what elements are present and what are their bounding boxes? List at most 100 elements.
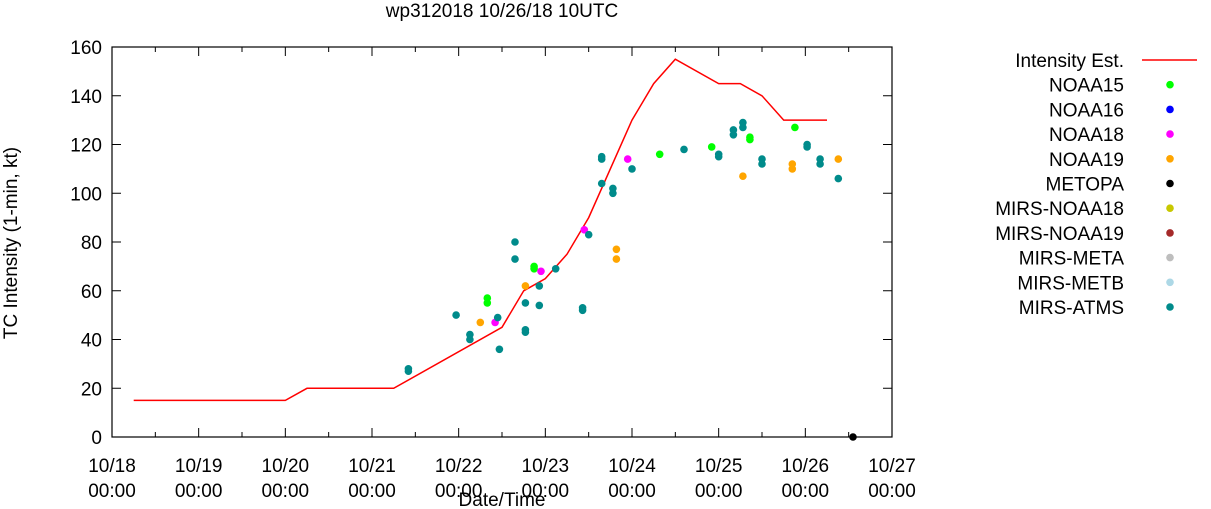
y-tick-label: 120 (70, 136, 102, 157)
mirs-atms-point (521, 299, 530, 307)
x-tick-label-date: 10/21 (348, 456, 396, 477)
mirs-atms-point (466, 335, 474, 344)
chart-title: wp312018 10/26/18 10UTC (385, 1, 618, 22)
noaa15-point (483, 299, 492, 307)
mirs-atms-point (597, 155, 606, 163)
legend-swatch-mirs-atms (1166, 303, 1174, 311)
legend-label-mirs-noaa19: MIRS-NOAA19 (995, 224, 1124, 245)
intensity-est-line (133, 58, 827, 402)
y-tick-label: 160 (70, 38, 102, 59)
x-axis-label: Date/Time (459, 490, 546, 509)
noaa18-point (623, 155, 632, 163)
mirs-atms-point (714, 152, 723, 161)
legend-swatch-mirs-noaa18 (1166, 204, 1174, 212)
intensity-line-layer (133, 58, 827, 402)
mirs-atms-point (609, 189, 617, 198)
noaa19-point (612, 255, 621, 263)
legend-label-mirs-meta: MIRS-META (1019, 249, 1125, 270)
x-tick-label-time: 00:00 (262, 481, 310, 502)
legend-label-mirs-noaa18: MIRS-NOAA18 (995, 199, 1124, 220)
legend-label-intensity-est-: Intensity Est. (1015, 51, 1124, 72)
y-tick-label: 100 (70, 184, 102, 205)
legend-label-metopa: METOPA (1046, 175, 1125, 196)
legend-swatch-mirs-noaa19 (1166, 229, 1174, 237)
x-tick-label-time: 00:00 (435, 481, 483, 502)
mirs-atms-point (404, 367, 413, 376)
y-tick-label: 40 (81, 331, 102, 352)
noaa19-point (612, 245, 621, 254)
x-tick-label-time: 00:00 (522, 481, 570, 502)
legend-label-noaa15: NOAA15 (1049, 76, 1124, 97)
legend-label-noaa16: NOAA16 (1049, 100, 1124, 121)
legend-label-noaa18: NOAA18 (1049, 125, 1124, 146)
x-tick-label-date: 10/22 (435, 456, 483, 477)
x-tick-label-time: 00:00 (175, 481, 223, 502)
noaa18-point (580, 226, 589, 234)
legend-label-mirs-atms: MIRS-ATMS (1019, 298, 1124, 319)
legend-label-mirs-metb: MIRS-METB (1017, 273, 1124, 294)
y-axis-ticks: 0 20 40 60 80 100 120 140 160 (70, 38, 892, 449)
x-tick-label-date: 10/27 (868, 456, 916, 477)
x-tick-label-date: 10/18 (88, 456, 136, 477)
noaa19-point (521, 282, 530, 290)
x-tick-label-date: 10/23 (522, 456, 570, 477)
mirs-atms-point (535, 301, 544, 310)
x-tick-label-date: 10/26 (782, 456, 830, 477)
y-axis-label: TC Intensity (1-min, kt) (1, 147, 22, 339)
legend: Intensity Est. NOAA15 NOAA16 NOAA18 NOAA19 ME… (995, 51, 1197, 319)
y-tick-label: 140 (70, 87, 102, 108)
x-tick-label-date: 10/20 (262, 456, 310, 477)
mirs-atms-point (511, 255, 519, 263)
mirs-atms-point (834, 174, 843, 183)
legend-swatch-noaa15 (1166, 80, 1174, 89)
legend-swatch-noaa18 (1166, 130, 1174, 138)
x-tick-label-time: 00:00 (348, 481, 396, 502)
mirs-atms-point (551, 265, 560, 273)
noaa19-point (739, 172, 747, 180)
mirs-atms-point (680, 145, 688, 154)
x-tick-label-date: 10/25 (695, 456, 743, 477)
x-tick-label-time: 00:00 (782, 481, 830, 502)
y-tick-label: 60 (81, 282, 102, 303)
x-tick-label-date: 10/24 (608, 456, 656, 477)
noaa19-point (476, 318, 485, 327)
mirs-atms-point (578, 306, 587, 315)
x-tick-label-time: 00:00 (868, 481, 916, 502)
metopa-point (849, 433, 857, 441)
legend-swatch-metopa (1166, 179, 1174, 188)
axes (111, 46, 893, 438)
mirs-atms-point (535, 282, 544, 290)
mirs-atms-point (628, 165, 636, 173)
noaa15-point (655, 150, 664, 159)
noaa18-point (537, 267, 545, 276)
mirs-atms-point (816, 160, 824, 168)
mirs-atms-point (584, 230, 593, 239)
mirs-atms-point (495, 345, 504, 354)
x-tick-label-date: 10/19 (175, 456, 223, 477)
legend-swatch-noaa19 (1166, 155, 1174, 163)
legend-label-noaa19: NOAA19 (1049, 150, 1124, 171)
x-tick-label-time: 00:00 (608, 481, 656, 502)
legend-swatch-mirs-metb (1166, 278, 1174, 287)
y-tick-label: 0 (91, 428, 102, 449)
mirs-atms-point (758, 160, 766, 168)
mirs-atms-point (739, 123, 747, 132)
plot-frame (111, 46, 893, 438)
noaa15-point (530, 265, 538, 273)
mirs-atms-point (521, 328, 530, 337)
legend-swatch-mirs-meta (1166, 253, 1174, 262)
legend-swatch-noaa16 (1166, 105, 1174, 114)
noaa19-point (834, 155, 843, 163)
x-tick-label-time: 00:00 (695, 481, 743, 502)
noaa15-point (746, 135, 754, 144)
points-layer (404, 118, 857, 441)
noaa15-point (791, 123, 799, 132)
x-axis-ticks: 10/18 00:00 10/19 00:00 10/20 00:00 10/21 00:00… (88, 47, 916, 502)
y-tick-label: 20 (81, 379, 102, 400)
y-tick-label: 80 (81, 233, 102, 254)
mirs-atms-point (511, 238, 519, 246)
noaa19-point (788, 165, 797, 173)
mirs-atms-point (729, 131, 738, 139)
x-tick-label-time: 00:00 (88, 481, 136, 502)
